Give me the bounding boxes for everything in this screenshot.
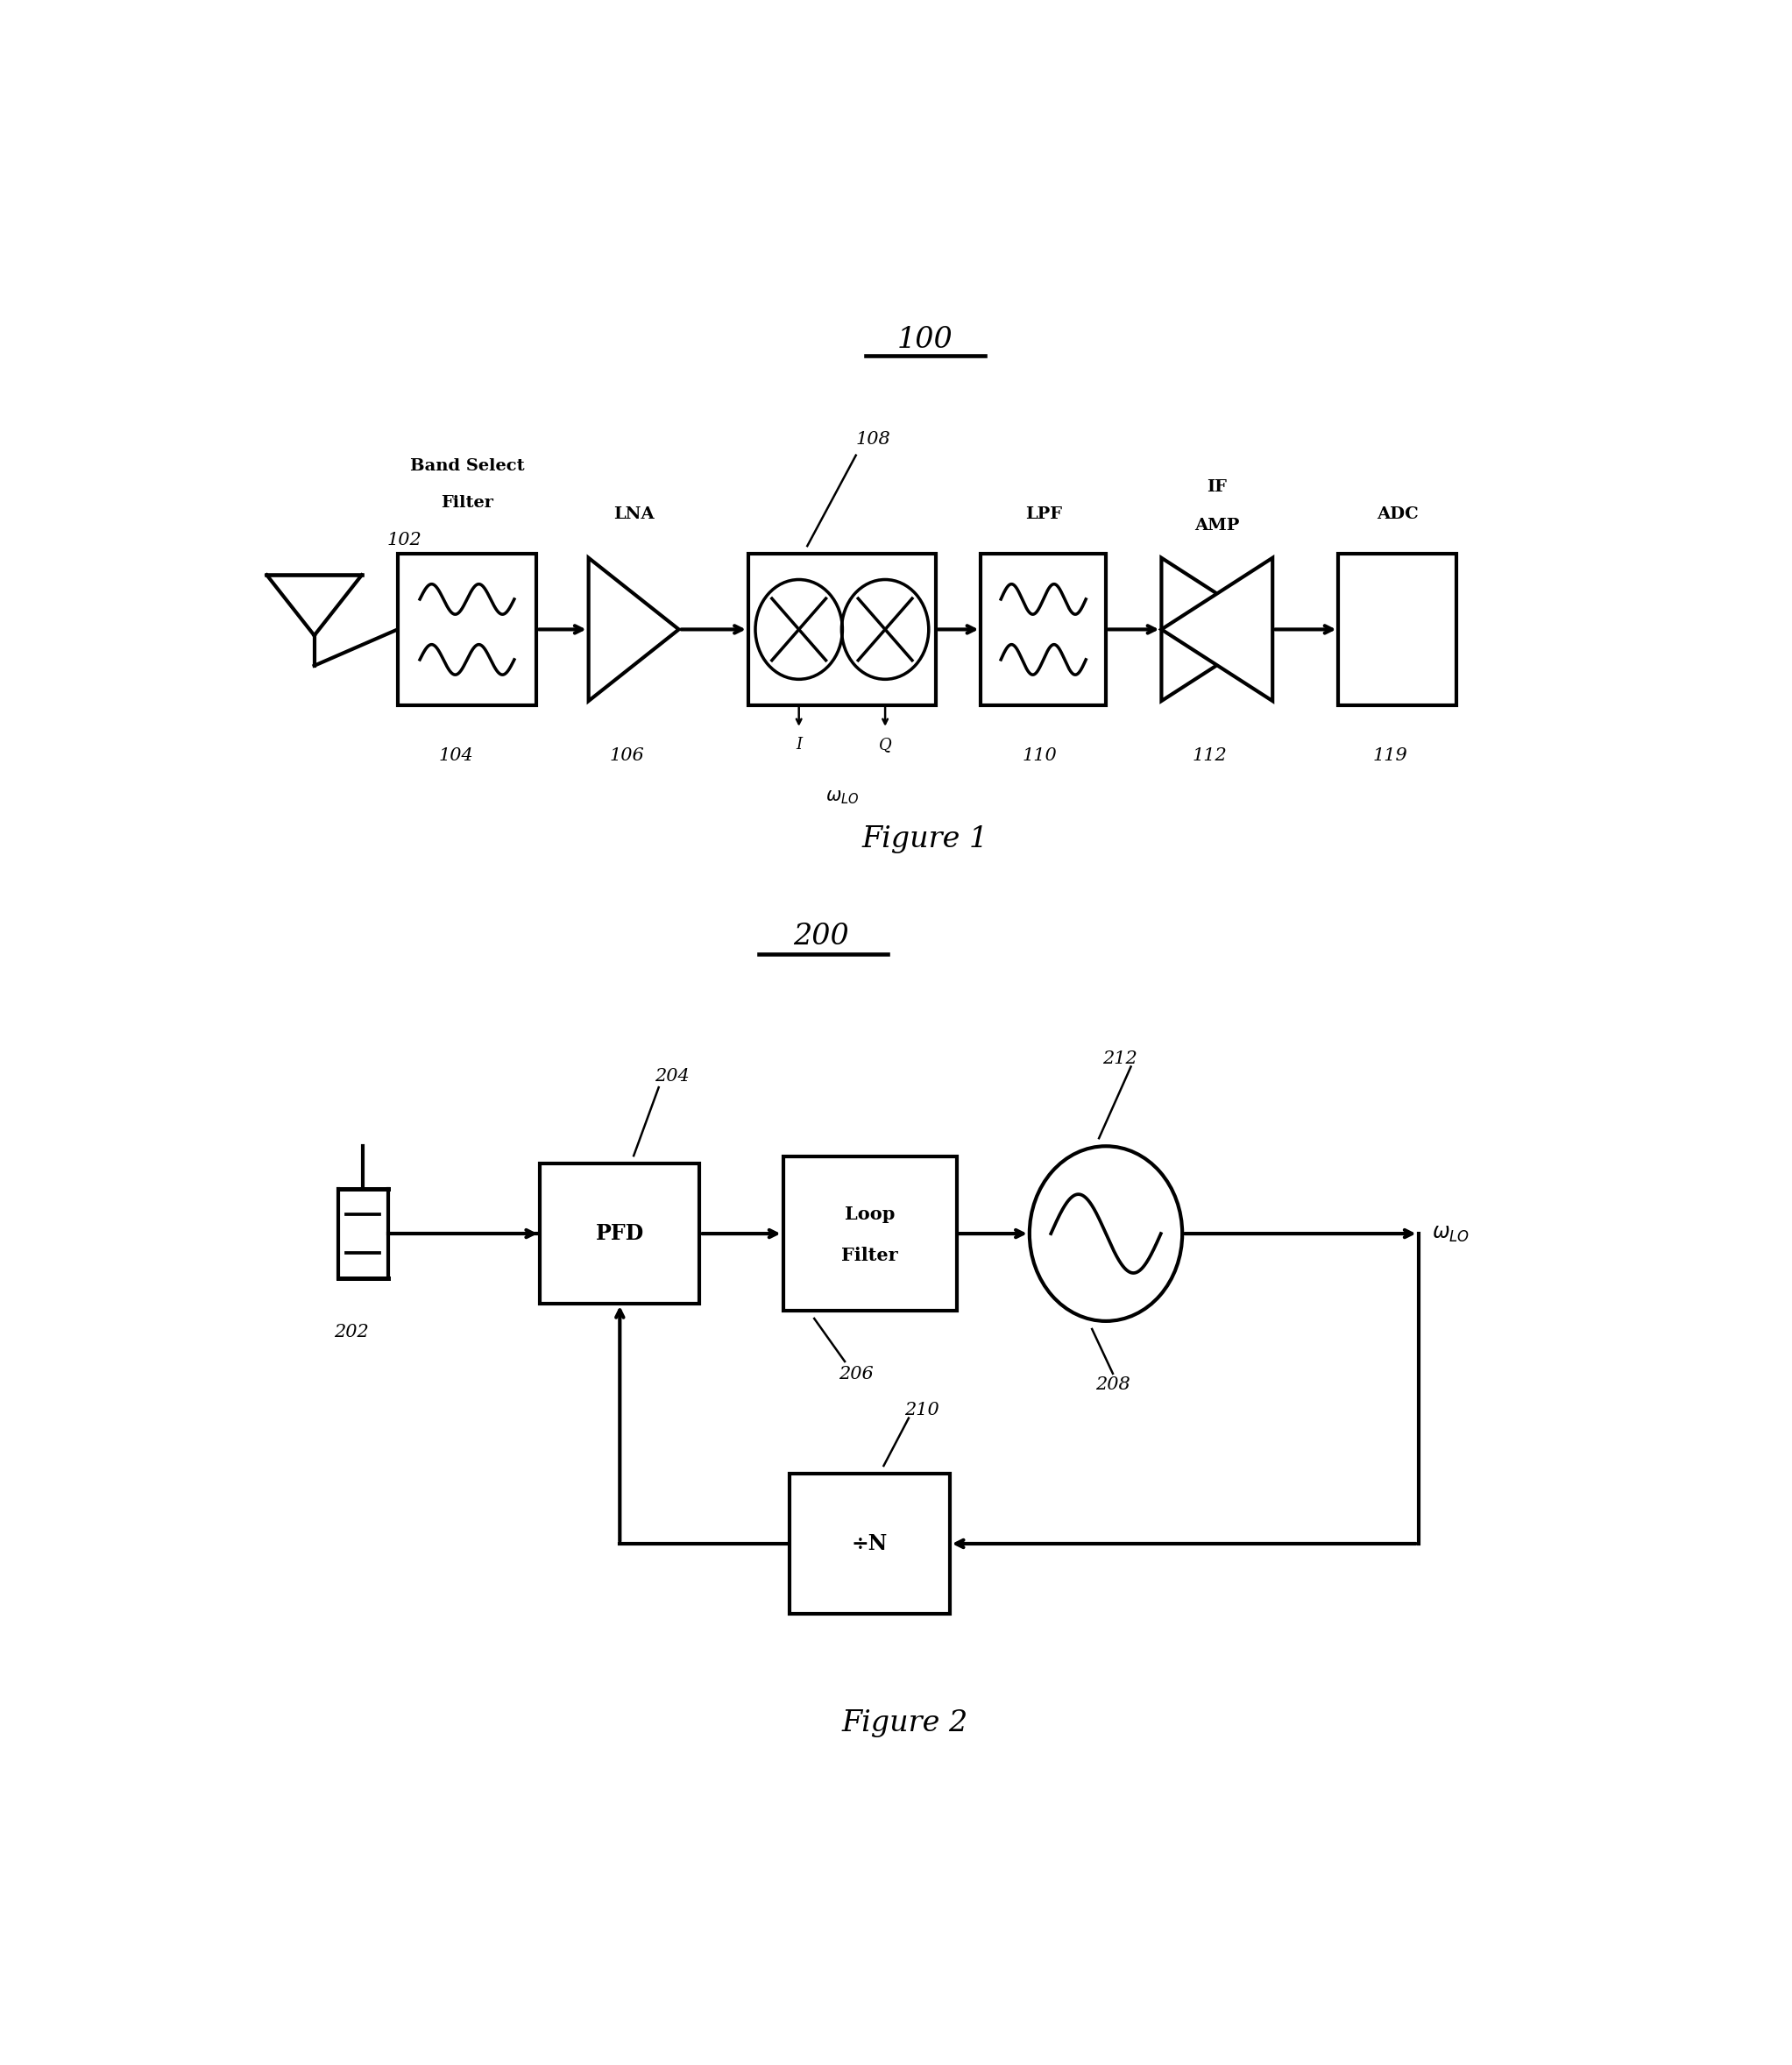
Bar [783,1156,957,1311]
Text: Band Select: Band Select [410,458,525,475]
Text: 212: 212 [1102,1051,1138,1068]
Bar [980,553,1106,704]
Text: 208: 208 [1095,1377,1131,1394]
Text: 112: 112 [1193,748,1228,764]
Text: Figure 1: Figure 1 [862,826,989,853]
Text: 210: 210 [905,1402,939,1419]
Text: AMP: AMP [1195,518,1240,533]
Text: PFD: PFD [595,1222,643,1243]
Text: 102: 102 [387,531,421,549]
Polygon shape [588,558,679,700]
Text: 104: 104 [439,748,473,764]
Text: Q: Q [878,737,892,752]
Text: ADC: ADC [1376,506,1419,522]
Text: 108: 108 [857,432,891,448]
Text: 110: 110 [1021,748,1057,764]
Text: 119: 119 [1373,748,1409,764]
Text: Filter: Filter [441,496,493,510]
Text: LNA: LNA [613,506,654,522]
Text: 106: 106 [609,748,643,764]
Text: LPF: LPF [1025,506,1063,522]
Bar [539,1165,699,1303]
Text: $\omega_{LO}$: $\omega_{LO}$ [1432,1225,1469,1243]
Text: IF: IF [1208,479,1228,496]
Text: I: I [796,737,803,752]
Bar [790,1474,950,1613]
Text: 204: 204 [654,1068,690,1084]
Text: $\omega_{LO}$: $\omega_{LO}$ [824,789,858,805]
Text: 200: 200 [794,923,849,950]
Polygon shape [1161,558,1272,700]
Bar [1339,553,1457,704]
Text: 206: 206 [839,1365,873,1381]
Polygon shape [1161,558,1272,700]
Text: 100: 100 [898,326,953,353]
Bar [398,553,536,704]
Text: 202: 202 [335,1324,369,1340]
Text: ÷N: ÷N [851,1532,887,1555]
Text: Figure 2: Figure 2 [840,1710,968,1737]
Bar [749,553,935,704]
Text: Loop: Loop [844,1206,894,1222]
Text: Filter: Filter [842,1247,898,1264]
